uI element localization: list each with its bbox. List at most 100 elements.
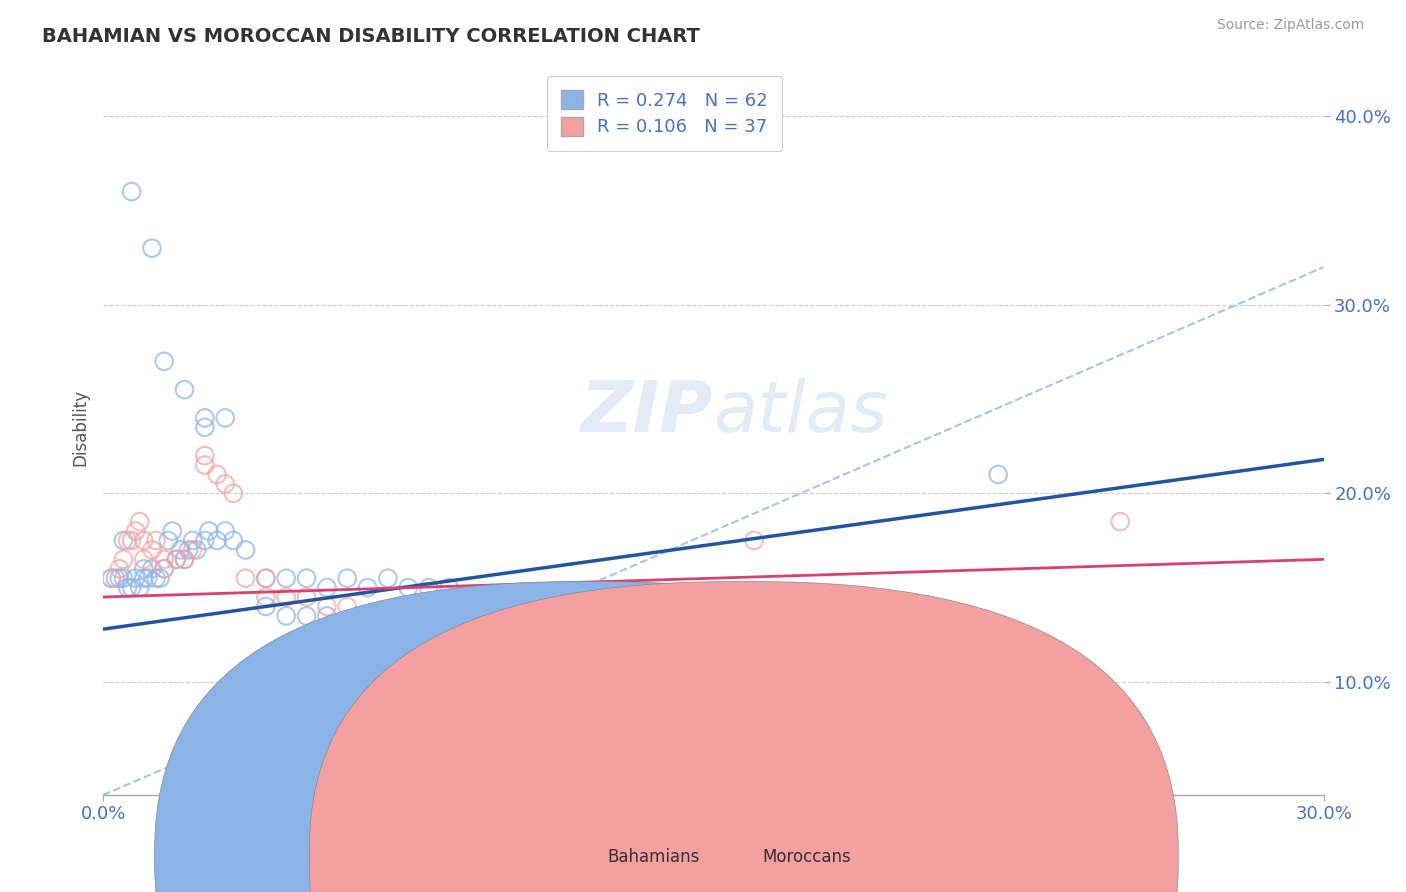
Point <box>117 581 139 595</box>
Point <box>661 608 683 623</box>
Point <box>100 571 122 585</box>
Point <box>205 467 228 482</box>
Point <box>581 599 603 614</box>
Point <box>104 571 127 585</box>
Point <box>396 608 419 623</box>
Point <box>418 581 440 595</box>
Point <box>377 637 399 651</box>
Point <box>742 533 765 548</box>
Point <box>295 608 318 623</box>
Point <box>124 524 146 538</box>
Point <box>153 562 176 576</box>
Point <box>194 458 217 472</box>
Point <box>153 562 176 576</box>
Point <box>235 571 257 585</box>
Point <box>499 599 522 614</box>
Point <box>165 552 187 566</box>
Point <box>121 533 143 548</box>
Point <box>336 571 359 585</box>
Point <box>396 647 419 661</box>
Point <box>108 571 131 585</box>
Point <box>222 533 245 548</box>
Point <box>128 581 150 595</box>
Point <box>377 608 399 623</box>
Point <box>181 533 204 548</box>
Point <box>194 411 217 425</box>
Point <box>214 524 236 538</box>
Point <box>194 420 217 434</box>
Point <box>356 608 378 623</box>
Point <box>396 581 419 595</box>
Point <box>108 562 131 576</box>
Point <box>377 571 399 585</box>
Point <box>356 628 378 642</box>
Y-axis label: Disability: Disability <box>72 389 89 466</box>
Point <box>222 486 245 500</box>
Point <box>157 533 180 548</box>
Point <box>214 476 236 491</box>
Point <box>132 571 155 585</box>
Point <box>128 515 150 529</box>
Point <box>124 571 146 585</box>
Point <box>276 571 298 585</box>
Point <box>186 542 208 557</box>
Point <box>132 533 155 548</box>
Text: atlas: atlas <box>713 378 889 447</box>
Point <box>194 449 217 463</box>
Point <box>1109 515 1132 529</box>
Point <box>145 533 167 548</box>
Point <box>165 552 187 566</box>
Text: ZIP: ZIP <box>581 378 713 447</box>
Text: Moroccans: Moroccans <box>762 848 851 866</box>
Point <box>478 590 501 604</box>
Point <box>540 599 562 614</box>
Point <box>177 542 200 557</box>
Point <box>295 571 318 585</box>
Point <box>112 552 135 566</box>
Point <box>254 571 277 585</box>
Point <box>112 571 135 585</box>
Point <box>145 571 167 585</box>
Point <box>132 552 155 566</box>
Point <box>112 533 135 548</box>
Point <box>621 731 644 746</box>
Point <box>117 533 139 548</box>
Point <box>141 241 163 255</box>
Point <box>316 608 339 623</box>
Point <box>153 552 176 566</box>
Point <box>254 571 277 585</box>
Point <box>336 618 359 632</box>
Point <box>276 608 298 623</box>
Legend: R = 0.274   N = 62, R = 0.106   N = 37: R = 0.274 N = 62, R = 0.106 N = 37 <box>547 76 782 151</box>
Point <box>356 581 378 595</box>
Point <box>437 581 460 595</box>
Point <box>295 590 318 604</box>
Point <box>121 581 143 595</box>
Point <box>418 608 440 623</box>
Point <box>205 533 228 548</box>
Point <box>458 590 481 604</box>
Point <box>173 552 195 566</box>
Point <box>316 581 339 595</box>
Point <box>136 571 159 585</box>
Point <box>181 542 204 557</box>
Point <box>194 533 217 548</box>
Point <box>254 599 277 614</box>
Text: BAHAMIAN VS MOROCCAN DISABILITY CORRELATION CHART: BAHAMIAN VS MOROCCAN DISABILITY CORRELAT… <box>42 27 700 45</box>
Point <box>276 590 298 604</box>
Point <box>458 628 481 642</box>
Point <box>336 599 359 614</box>
Point <box>121 185 143 199</box>
Point <box>235 542 257 557</box>
Point <box>418 656 440 670</box>
Text: Source: ZipAtlas.com: Source: ZipAtlas.com <box>1216 18 1364 32</box>
Point <box>316 599 339 614</box>
Point <box>141 542 163 557</box>
Point <box>173 552 195 566</box>
Point <box>987 467 1010 482</box>
Point <box>169 542 191 557</box>
Text: Bahamians: Bahamians <box>607 848 700 866</box>
Point <box>198 524 221 538</box>
Point <box>162 524 184 538</box>
Point <box>149 571 172 585</box>
